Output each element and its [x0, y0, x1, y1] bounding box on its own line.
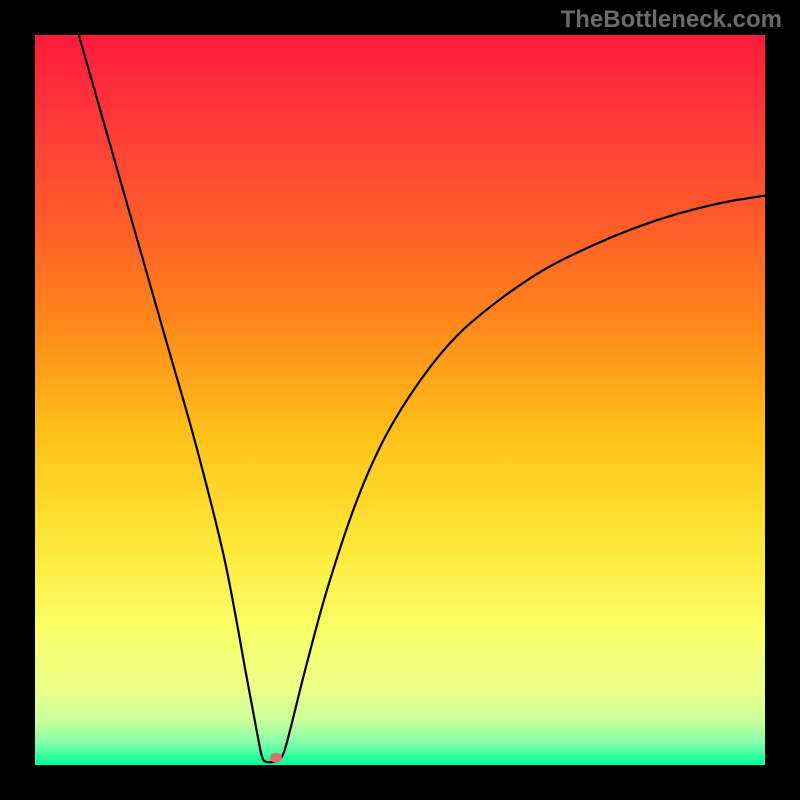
watermark-text: TheBottleneck.com — [561, 6, 782, 34]
bottleneck-chart — [0, 0, 800, 800]
chart-container — [0, 0, 800, 800]
plot-background-gradient — [35, 35, 765, 765]
minimum-marker — [270, 753, 282, 763]
